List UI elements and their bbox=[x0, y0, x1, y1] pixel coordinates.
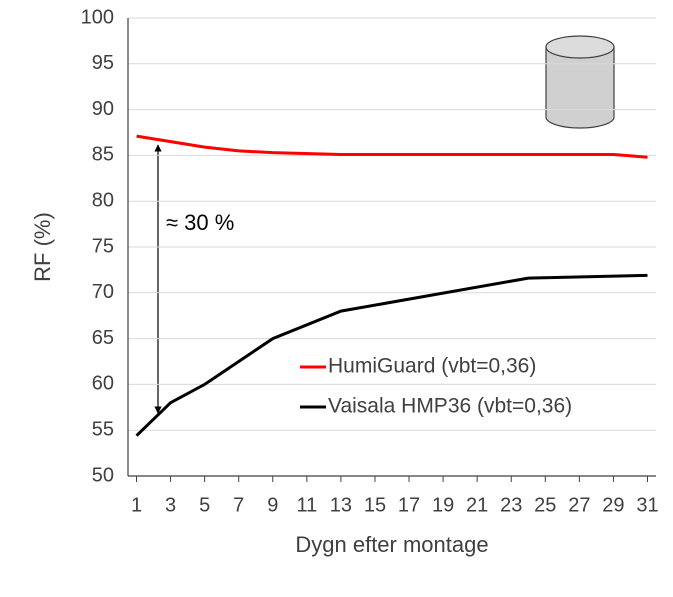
y-axis-label: RF (%) bbox=[30, 212, 55, 282]
cylinder-icon bbox=[545, 35, 615, 129]
x-tick-label: 3 bbox=[165, 494, 176, 516]
y-tick-label: 100 bbox=[81, 6, 114, 28]
y-tick-label: 75 bbox=[92, 235, 114, 257]
y-tick-label: 70 bbox=[92, 281, 114, 303]
y-tick-label: 60 bbox=[92, 373, 114, 395]
x-tick-label: 19 bbox=[432, 494, 454, 516]
x-tick-label: 1 bbox=[131, 494, 142, 516]
x-axis-label: Dygn efter montage bbox=[295, 532, 488, 557]
x-tick-label: 13 bbox=[330, 494, 352, 516]
y-tick-label: 65 bbox=[92, 327, 114, 349]
series-line bbox=[136, 134, 648, 159]
x-tick-label: 5 bbox=[199, 494, 210, 516]
x-tick-label: 7 bbox=[233, 494, 244, 516]
x-tick-label: 23 bbox=[500, 494, 522, 516]
x-tick-label: 27 bbox=[568, 494, 590, 516]
y-tick-label: 80 bbox=[92, 189, 114, 211]
x-tick-label: 9 bbox=[267, 494, 278, 516]
x-tick-label: 21 bbox=[466, 494, 488, 516]
y-tick-label: 85 bbox=[92, 144, 114, 166]
y-tick-label: 50 bbox=[92, 464, 114, 486]
y-tick-label: 55 bbox=[92, 418, 114, 440]
y-tick-label: 90 bbox=[92, 98, 114, 120]
legend-label: HumiGuard (vbt=0,36) bbox=[328, 355, 536, 378]
series-line bbox=[135, 273, 648, 437]
annotation: ≈ 30 % bbox=[166, 210, 234, 235]
x-tick-label: 15 bbox=[364, 494, 386, 516]
legend-label: Vaisala HMP36 (vbt=0,36) bbox=[328, 395, 572, 418]
x-tick-label: 11 bbox=[296, 494, 317, 516]
y-tick-label: 95 bbox=[92, 52, 114, 74]
x-tick-label: 25 bbox=[534, 494, 556, 516]
x-tick-label: 29 bbox=[602, 494, 624, 516]
x-tick-label: 31 bbox=[636, 494, 658, 516]
x-tick-label: 17 bbox=[398, 494, 420, 516]
